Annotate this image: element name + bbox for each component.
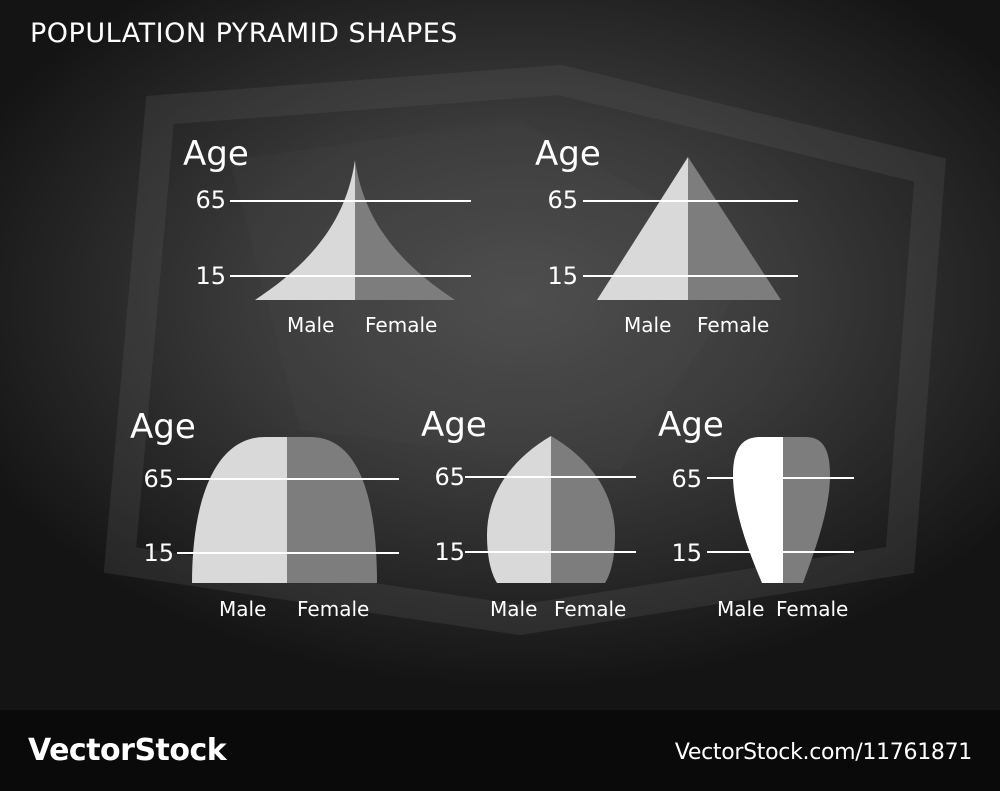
- page-title: POPULATION PYRAMID SHAPES: [30, 18, 458, 49]
- female-label: Female: [365, 313, 438, 337]
- male-half: [597, 157, 688, 300]
- age-axis-label: Age: [421, 405, 487, 445]
- tick-label-65: 65: [195, 186, 226, 214]
- female-half: [287, 437, 377, 583]
- age-axis-label: Age: [535, 134, 601, 174]
- tick-label-15: 15: [195, 262, 226, 290]
- male-label: Male: [717, 597, 765, 621]
- female-half: [355, 160, 455, 300]
- female-half: [551, 436, 615, 583]
- age-axis-label: Age: [658, 405, 724, 445]
- chalkboard-background: [0, 0, 1000, 710]
- male-half: [733, 437, 783, 583]
- female-half: [688, 157, 781, 300]
- age-axis-label: Age: [183, 134, 249, 174]
- female-label: Female: [776, 597, 849, 621]
- tick-label-15: 15: [143, 539, 174, 567]
- tick-label-15: 15: [671, 539, 702, 567]
- female-half: [783, 437, 830, 583]
- tick-label-65: 65: [547, 186, 578, 214]
- male-half: [487, 436, 551, 583]
- male-half: [255, 160, 355, 300]
- male-label: Male: [490, 597, 538, 621]
- vectorstock-logo: VectorStock: [28, 733, 227, 768]
- tick-label-15: 15: [434, 538, 465, 566]
- female-label: Female: [554, 597, 627, 621]
- male-label: Male: [287, 313, 335, 337]
- tick-label-65: 65: [143, 465, 174, 493]
- male-label: Male: [624, 313, 672, 337]
- vectorstock-url: VectorStock.com/11761871: [674, 740, 972, 765]
- tick-label-65: 65: [434, 463, 465, 491]
- watermark-footer: [0, 710, 1000, 791]
- male-half: [192, 437, 287, 583]
- age-axis-label: Age: [130, 407, 196, 447]
- female-label: Female: [297, 597, 370, 621]
- tick-label-65: 65: [671, 465, 702, 493]
- tick-label-15: 15: [547, 262, 578, 290]
- male-label: Male: [219, 597, 267, 621]
- female-label: Female: [697, 313, 770, 337]
